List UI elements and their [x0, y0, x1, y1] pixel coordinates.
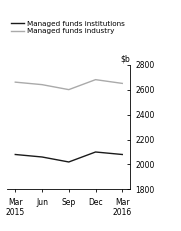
- Legend: Managed funds institutions, Managed funds industry: Managed funds institutions, Managed fund…: [11, 21, 125, 34]
- Text: $b: $b: [121, 55, 130, 64]
